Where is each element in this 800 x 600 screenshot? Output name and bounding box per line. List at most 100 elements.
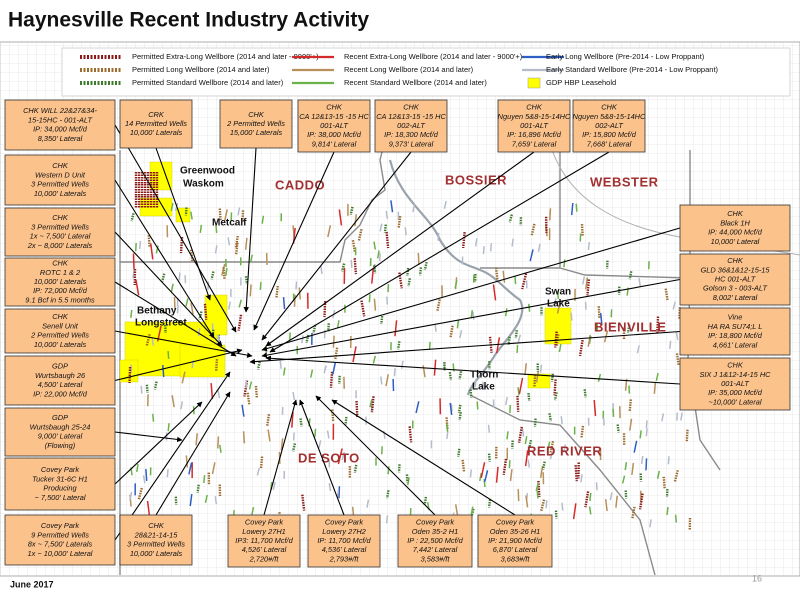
callout-text: SIX J 1&12-14-15 HC: [699, 370, 771, 379]
leader-line: [114, 179, 215, 339]
well: [203, 303, 208, 320]
well: [210, 383, 214, 400]
well: [130, 212, 135, 222]
well: [549, 450, 553, 460]
well: [185, 455, 189, 468]
callout-text: 4,661' Lateral: [713, 340, 758, 349]
callout-text: 3 Permitted Wells: [31, 180, 89, 189]
well: [261, 215, 265, 224]
well: [387, 466, 390, 475]
well: [259, 456, 264, 469]
well: [656, 316, 660, 333]
callout-text: 4,526' Lateral: [242, 545, 287, 554]
well: [490, 243, 493, 252]
callout-box: [4, 207, 116, 257]
well: [587, 334, 591, 347]
well: [457, 404, 462, 413]
well: [199, 224, 203, 233]
town-label: Bethany: [137, 306, 177, 317]
well: [176, 305, 179, 314]
callout-text: Black 1H: [720, 218, 750, 227]
lease-block: [175, 207, 191, 223]
well: [246, 392, 251, 405]
caddo-boundary: [120, 139, 386, 263]
well: [470, 506, 474, 515]
well: [583, 389, 587, 398]
well: [685, 429, 689, 442]
well: [149, 243, 154, 260]
well: [210, 271, 215, 280]
callout-text: CA 12&13-15 -15 HC: [299, 112, 369, 121]
callout-box: [119, 514, 193, 566]
callout-text: 3,583#/ft: [421, 554, 451, 563]
well: [649, 519, 652, 528]
well: [355, 400, 359, 418]
well: [349, 206, 354, 215]
town-label: Longstreet: [135, 318, 187, 329]
leader-line: [265, 151, 535, 347]
callout-text: Vine: [728, 313, 743, 322]
well: [204, 494, 208, 503]
callout-text: Nguyen 5&8-15-14HC: [498, 112, 571, 121]
well: [390, 200, 394, 213]
well: [167, 423, 170, 432]
callout-text: 10,000' Lateral: [711, 237, 760, 246]
well: [336, 320, 340, 329]
callout-box: [219, 99, 293, 149]
well: [599, 313, 603, 326]
well: [360, 300, 366, 317]
well: [190, 302, 194, 315]
well: [539, 465, 544, 478]
well: [631, 462, 635, 476]
well: [238, 299, 242, 308]
well: [265, 414, 271, 427]
well: [217, 390, 221, 399]
well: [318, 440, 322, 449]
callout-box: [679, 253, 791, 306]
town-label: Waskom: [183, 179, 224, 190]
well: [372, 265, 377, 274]
well: [458, 371, 463, 380]
callout-text: Nguyen 5&8-15-14HC: [573, 112, 646, 121]
parish-label: CADDO: [275, 177, 325, 192]
callout-text: CHK: [52, 213, 69, 222]
well: [514, 330, 518, 339]
callout-text: IP: 15,800 Mcf/d: [582, 130, 637, 139]
callout-text: 2,720#/ft: [249, 554, 280, 563]
well: [528, 303, 531, 312]
well: [587, 241, 591, 251]
well: [545, 500, 548, 509]
well: [517, 334, 522, 343]
well: [631, 506, 636, 519]
well: [661, 413, 665, 422]
well: [155, 245, 159, 254]
well: [369, 399, 373, 408]
well: [450, 403, 453, 412]
well: [655, 372, 659, 382]
well: [279, 360, 282, 369]
callout-text: CHK: [403, 103, 420, 112]
callout-text: 8,002' Lateral: [713, 293, 758, 302]
callout-text: 001-ALT: [320, 121, 348, 130]
well: [249, 254, 253, 263]
callout-text: 10,000' Laterals: [34, 340, 87, 349]
lease-block: [527, 373, 551, 389]
well: [406, 267, 410, 277]
well: [383, 224, 387, 233]
well: [482, 246, 485, 255]
well: [675, 331, 679, 340]
town-label: Greenwood: [180, 166, 235, 177]
callout-box: [297, 99, 371, 153]
well: [218, 208, 222, 221]
well: [404, 227, 407, 236]
well: [326, 430, 330, 439]
leader-line: [155, 147, 211, 301]
well: [482, 381, 485, 390]
well: [548, 413, 553, 422]
well: [487, 424, 491, 433]
callout-text: 3 Permitted Wells: [127, 540, 185, 549]
well: [521, 428, 525, 437]
